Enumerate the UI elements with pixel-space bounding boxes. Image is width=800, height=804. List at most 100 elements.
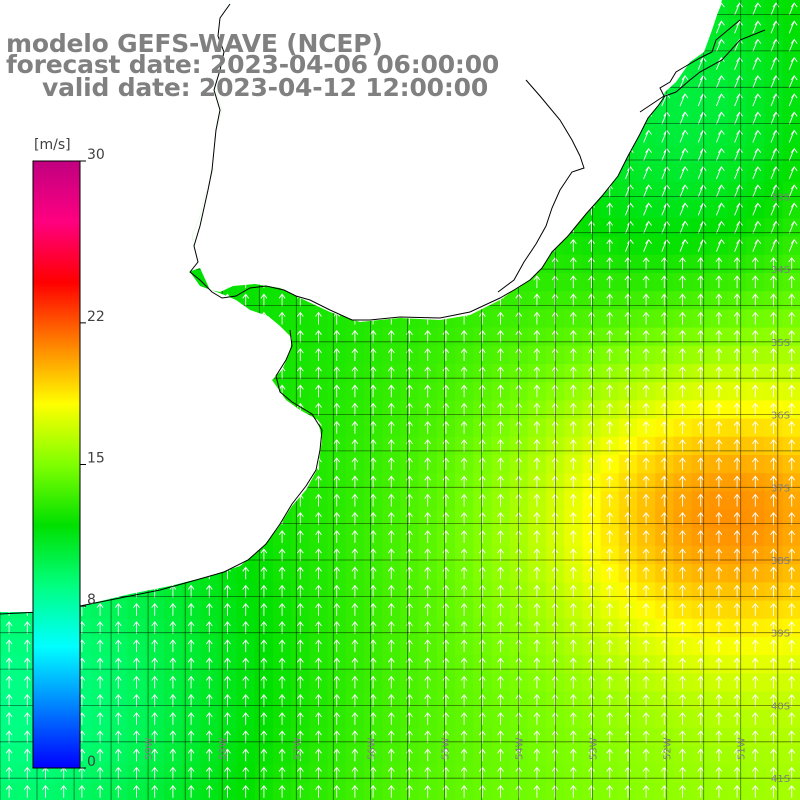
wind-arrow — [351, 730, 359, 744]
wind-arrow — [460, 675, 468, 689]
wind-arrow — [569, 384, 577, 398]
wind-arrow — [296, 511, 304, 525]
wind-arrow — [151, 657, 159, 671]
wind-arrow — [551, 548, 559, 562]
wind-arrow — [551, 329, 559, 343]
wind-arrow — [205, 766, 213, 780]
wind-arrow — [697, 257, 705, 270]
wind-arrow — [497, 475, 504, 489]
wind-arrow — [151, 784, 159, 798]
wind-arrow — [351, 566, 359, 580]
wind-arrow — [679, 602, 686, 616]
wind-arrow — [734, 220, 743, 234]
wind-arrow — [169, 766, 177, 780]
wind-arrow — [369, 439, 377, 452]
wind-arrow — [679, 712, 686, 725]
wind-arrow — [315, 475, 322, 489]
wind-arrow — [751, 293, 759, 307]
wind-arrow — [642, 329, 650, 343]
wind-arrow — [369, 657, 377, 671]
wind-arrow — [679, 75, 689, 89]
wind-arrow — [679, 784, 686, 798]
wind-arrow — [242, 657, 250, 671]
wind-arrow — [333, 366, 341, 380]
wind-arrow — [351, 748, 359, 762]
wind-arrow — [643, 202, 652, 216]
wind-arrow — [369, 584, 377, 598]
wind-arrow — [770, 584, 777, 598]
wind-arrow — [497, 657, 504, 671]
wind-arrow — [752, 75, 762, 89]
wind-arrow — [315, 784, 322, 798]
wind-arrow — [751, 511, 759, 525]
wind-arrow — [788, 712, 796, 725]
wind-arrow — [751, 420, 759, 434]
wind-arrow — [551, 493, 559, 507]
wind-arrow — [715, 493, 723, 507]
wind-arrow — [442, 420, 450, 434]
wind-arrow — [733, 493, 741, 507]
wind-arrow — [643, 238, 652, 252]
wind-arrow — [697, 366, 705, 380]
wind-arrow — [497, 566, 504, 580]
wind-arrow — [260, 566, 268, 580]
wind-arrow — [114, 657, 122, 671]
wind-arrow — [315, 621, 322, 634]
wind-arrow — [642, 784, 650, 798]
wind-arrow — [697, 766, 705, 780]
wind-arrow — [424, 621, 432, 634]
wind-arrow — [715, 530, 723, 543]
wind-arrow — [788, 530, 796, 543]
wind-arrow — [733, 784, 741, 798]
wind-arrow — [497, 366, 504, 380]
wind-arrow — [296, 384, 304, 398]
wind-arrow — [387, 639, 395, 653]
wind-arrow — [715, 548, 723, 562]
wind-arrow — [751, 348, 759, 361]
wind-arrow — [606, 493, 614, 507]
wind-arrow — [751, 493, 759, 507]
wind-arrow — [442, 329, 450, 343]
wind-arrow — [588, 493, 595, 507]
wind-arrow — [133, 693, 140, 707]
wind-arrow — [205, 784, 213, 798]
wind-arrow — [788, 402, 796, 416]
wind-arrow — [697, 147, 707, 161]
wind-arrow — [715, 20, 725, 34]
wind-arrow — [369, 675, 377, 689]
wind-arrow — [242, 784, 250, 798]
wind-arrow — [315, 530, 322, 543]
wind-arrow — [278, 693, 286, 707]
wind-arrow — [333, 511, 341, 525]
wind-arrow — [569, 311, 577, 325]
wind-arrow — [23, 675, 31, 689]
wind-arrow — [551, 748, 559, 762]
wind-arrow — [351, 657, 359, 671]
wind-arrow — [96, 657, 104, 671]
wind-arrow — [697, 293, 705, 307]
wind-arrow — [642, 439, 650, 452]
wind-arrow — [715, 366, 723, 380]
wind-arrow — [169, 675, 177, 689]
longitude-label: 54W — [515, 737, 526, 760]
latitude-label: 36S — [771, 411, 790, 422]
wind-arrow — [569, 712, 577, 725]
wind-arrow — [497, 730, 504, 744]
wind-arrow — [497, 439, 504, 452]
wind-arrow — [333, 602, 341, 616]
wind-arrow — [460, 366, 468, 380]
wind-arrow — [751, 657, 759, 671]
wind-arrow — [588, 657, 595, 671]
wind-arrow — [642, 457, 650, 471]
latitude-label: 37S — [771, 483, 790, 494]
wind-arrow — [770, 457, 777, 471]
wind-arrow — [606, 693, 614, 707]
wind-arrow — [497, 348, 504, 361]
wind-arrow — [114, 602, 122, 616]
wind-arrow — [224, 639, 231, 653]
wind-arrow — [533, 420, 541, 434]
wind-arrow — [752, 202, 762, 216]
wind-arrow — [734, 111, 743, 125]
wind-arrow — [497, 675, 504, 689]
wind-arrow — [715, 766, 723, 780]
